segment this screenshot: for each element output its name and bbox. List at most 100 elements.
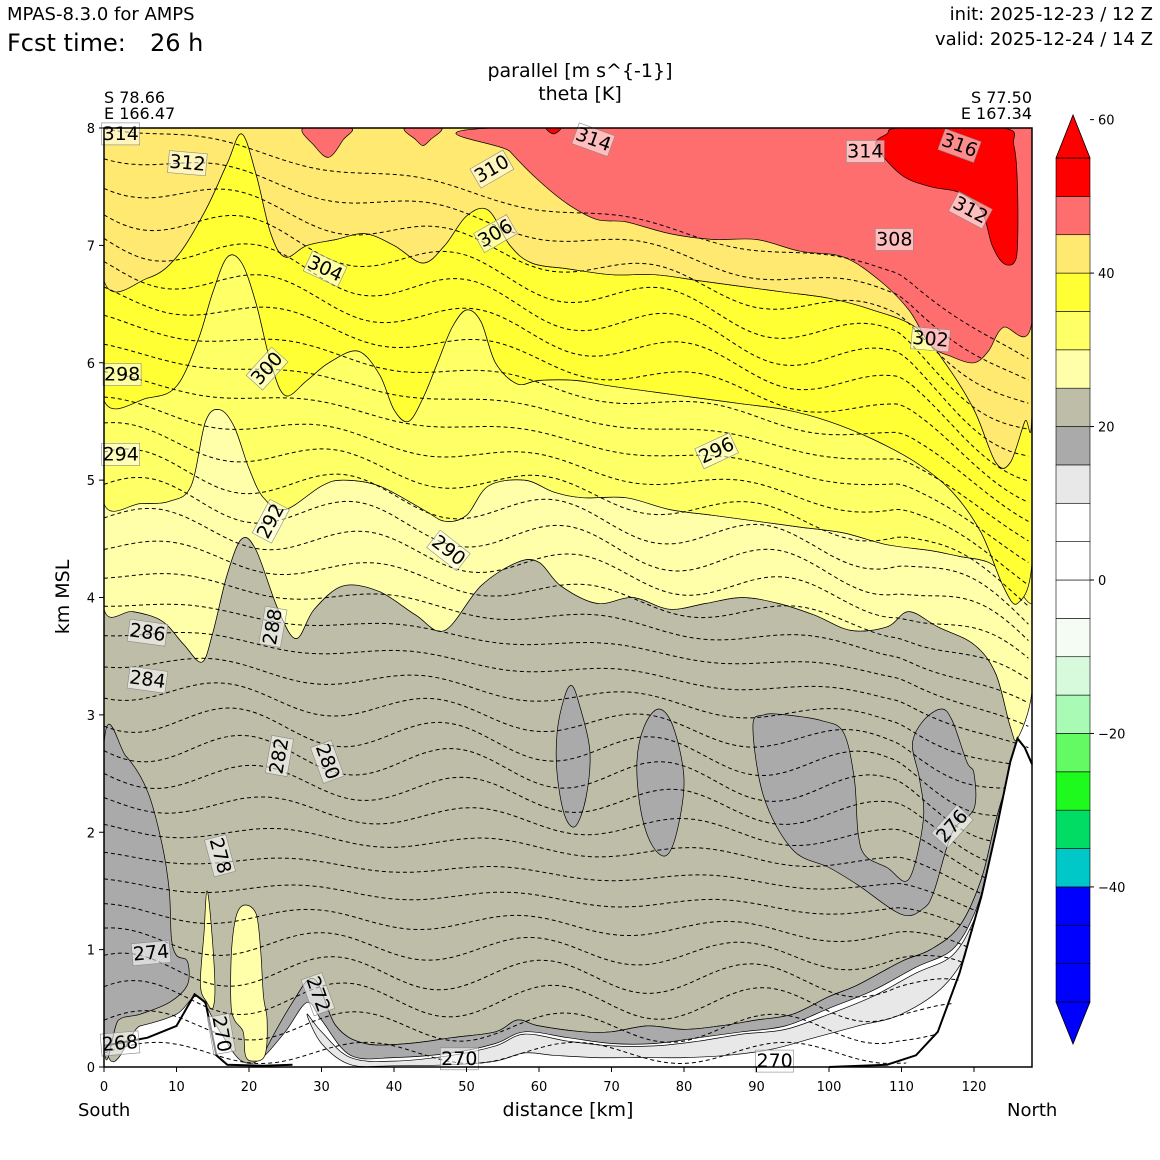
- colorbar-extend-max: [1055, 113, 1091, 159]
- wind-fill-region-5: [263, 773, 1011, 1060]
- theta-contour-line: [104, 682, 1029, 790]
- theta-contour-line: [104, 952, 1029, 1020]
- theta-label: 294: [101, 442, 140, 466]
- theta-contour-line: [104, 878, 1029, 954]
- x-tick-label: 20: [241, 1080, 258, 1095]
- colorbar-bin: [1055, 733, 1091, 773]
- x-tick-label: 90: [748, 1080, 765, 1095]
- theta-label-text: 294: [103, 443, 139, 465]
- colorbar-tick-label: 40: [1098, 267, 1115, 282]
- theta-contour-line: [104, 796, 1029, 891]
- theta-contour-line: [104, 214, 1029, 430]
- theta-label-text: 284: [128, 666, 167, 693]
- colorbar-bin: [1055, 963, 1091, 1003]
- x-tick-label: 50: [458, 1080, 475, 1095]
- x-tick-label: 0: [100, 1080, 108, 1095]
- colorbar-bin: [1055, 387, 1091, 427]
- theta-contour-line: [104, 314, 1029, 522]
- colorbar-bin: [1055, 579, 1091, 619]
- theta-label: 286: [126, 618, 169, 647]
- north-label: North: [1007, 1100, 1058, 1121]
- y-tick-label: 2: [87, 826, 95, 841]
- theta-contour-line: [104, 657, 1029, 769]
- start-point-lat: S 78.66: [104, 88, 166, 107]
- theta-contour-line: [104, 1010, 1029, 1054]
- colorbar-bin: [1055, 771, 1091, 811]
- colorbar-tick-label: 0: [1098, 574, 1106, 589]
- theta-label-text: 286: [128, 619, 167, 646]
- x-tick-label: 120: [962, 1080, 987, 1095]
- theta-contour-line: [104, 396, 1029, 586]
- wind-fill-region-7: [200, 890, 216, 1010]
- theta-contour-line: [104, 371, 1029, 563]
- valid-time: valid: 2025-12-24 / 14 Z: [935, 29, 1153, 50]
- colorbar-bin: [1055, 848, 1091, 888]
- theta-label: 284: [126, 665, 169, 694]
- init-time: init: 2025-12-23 / 12 Z: [949, 4, 1153, 25]
- colorbar-tick-label: −40: [1098, 881, 1125, 896]
- contour-field-title: theta [K]: [538, 83, 622, 105]
- fill-field-title: parallel [m s^{-1}]: [487, 60, 673, 82]
- theta-label: 302: [910, 326, 951, 353]
- colorbar-bin: [1055, 809, 1091, 849]
- wind-fill-region-16: [875, 128, 1019, 266]
- theta-contour-line: [104, 707, 1029, 817]
- theta-contour-line: [104, 286, 1029, 503]
- theta-contour-line: [104, 927, 1029, 1001]
- theta-label-text: 274: [132, 941, 170, 966]
- x-tick-label: 80: [676, 1080, 693, 1095]
- y-tick-label: 6: [87, 357, 95, 372]
- colorbar-bin: [1055, 924, 1091, 964]
- colorbar-bin: [1055, 502, 1091, 542]
- theta-contour-line: [104, 448, 1029, 625]
- theta-label: 312: [167, 150, 208, 177]
- colorbar-tick-label: 20: [1098, 421, 1115, 436]
- y-tick-label: 0: [87, 1061, 95, 1076]
- theta-label: 278: [204, 834, 236, 878]
- theta-contour-line: [104, 851, 1029, 932]
- theta-contour-line: [104, 823, 1029, 911]
- theta-label: 270: [439, 1047, 479, 1071]
- colorbar-bin: [1055, 272, 1091, 312]
- wind-fill-region-17: [545, 128, 562, 135]
- theta-contour-line: [104, 128, 1029, 360]
- theta-label: 288: [258, 605, 288, 648]
- theta-label: 268: [99, 1030, 141, 1057]
- theta-contour-line: [104, 631, 1029, 749]
- theta-label-text: 270: [441, 1048, 477, 1070]
- colorbar-extend-min: [1055, 1001, 1091, 1046]
- theta-contour-line: [104, 1041, 1019, 1067]
- wind-fill-region-1: [104, 723, 190, 1061]
- wind-fill-region-8: [230, 904, 268, 1062]
- theta-contour-line: [104, 188, 1029, 404]
- wind-fill-region-2: [555, 685, 591, 828]
- colorbar-bin: [1055, 541, 1091, 581]
- y-tick-label: 7: [87, 239, 95, 254]
- theta-label-text: 268: [101, 1031, 139, 1056]
- colorbar-bin: [1055, 196, 1091, 236]
- x-tick-label: 10: [168, 1080, 185, 1095]
- theta-label-text: 312: [168, 151, 206, 176]
- wind-fill-region-15: [403, 128, 443, 146]
- theta-contour-line: [104, 764, 1029, 868]
- theta-label: 314: [845, 140, 885, 163]
- colorbar-bin: [1055, 234, 1091, 274]
- theta-label-text: 314: [847, 141, 883, 163]
- x-tick-label: 110: [889, 1080, 914, 1095]
- theta-label-text: 302: [911, 327, 949, 352]
- end-point-lat: S 77.50: [970, 88, 1032, 107]
- x-axis-title: distance [km]: [502, 1099, 634, 1121]
- theta-contour-line: [104, 422, 1029, 607]
- y-tick-label: 8: [87, 122, 95, 137]
- terrain-line: [828, 736, 1033, 1068]
- colorbar-bin: [1055, 426, 1091, 466]
- wind-fill-region-14: [301, 128, 354, 158]
- colorbar-bin: [1055, 464, 1091, 504]
- model-title: MPAS-8.3.0 for AMPS: [7, 4, 195, 25]
- colorbar-tick-label: 60: [1098, 114, 1115, 129]
- theta-contour-line: [104, 734, 1029, 843]
- end-point-lon: E 167.34: [960, 104, 1032, 123]
- fcst-time-label: Fcst time:: [7, 29, 126, 57]
